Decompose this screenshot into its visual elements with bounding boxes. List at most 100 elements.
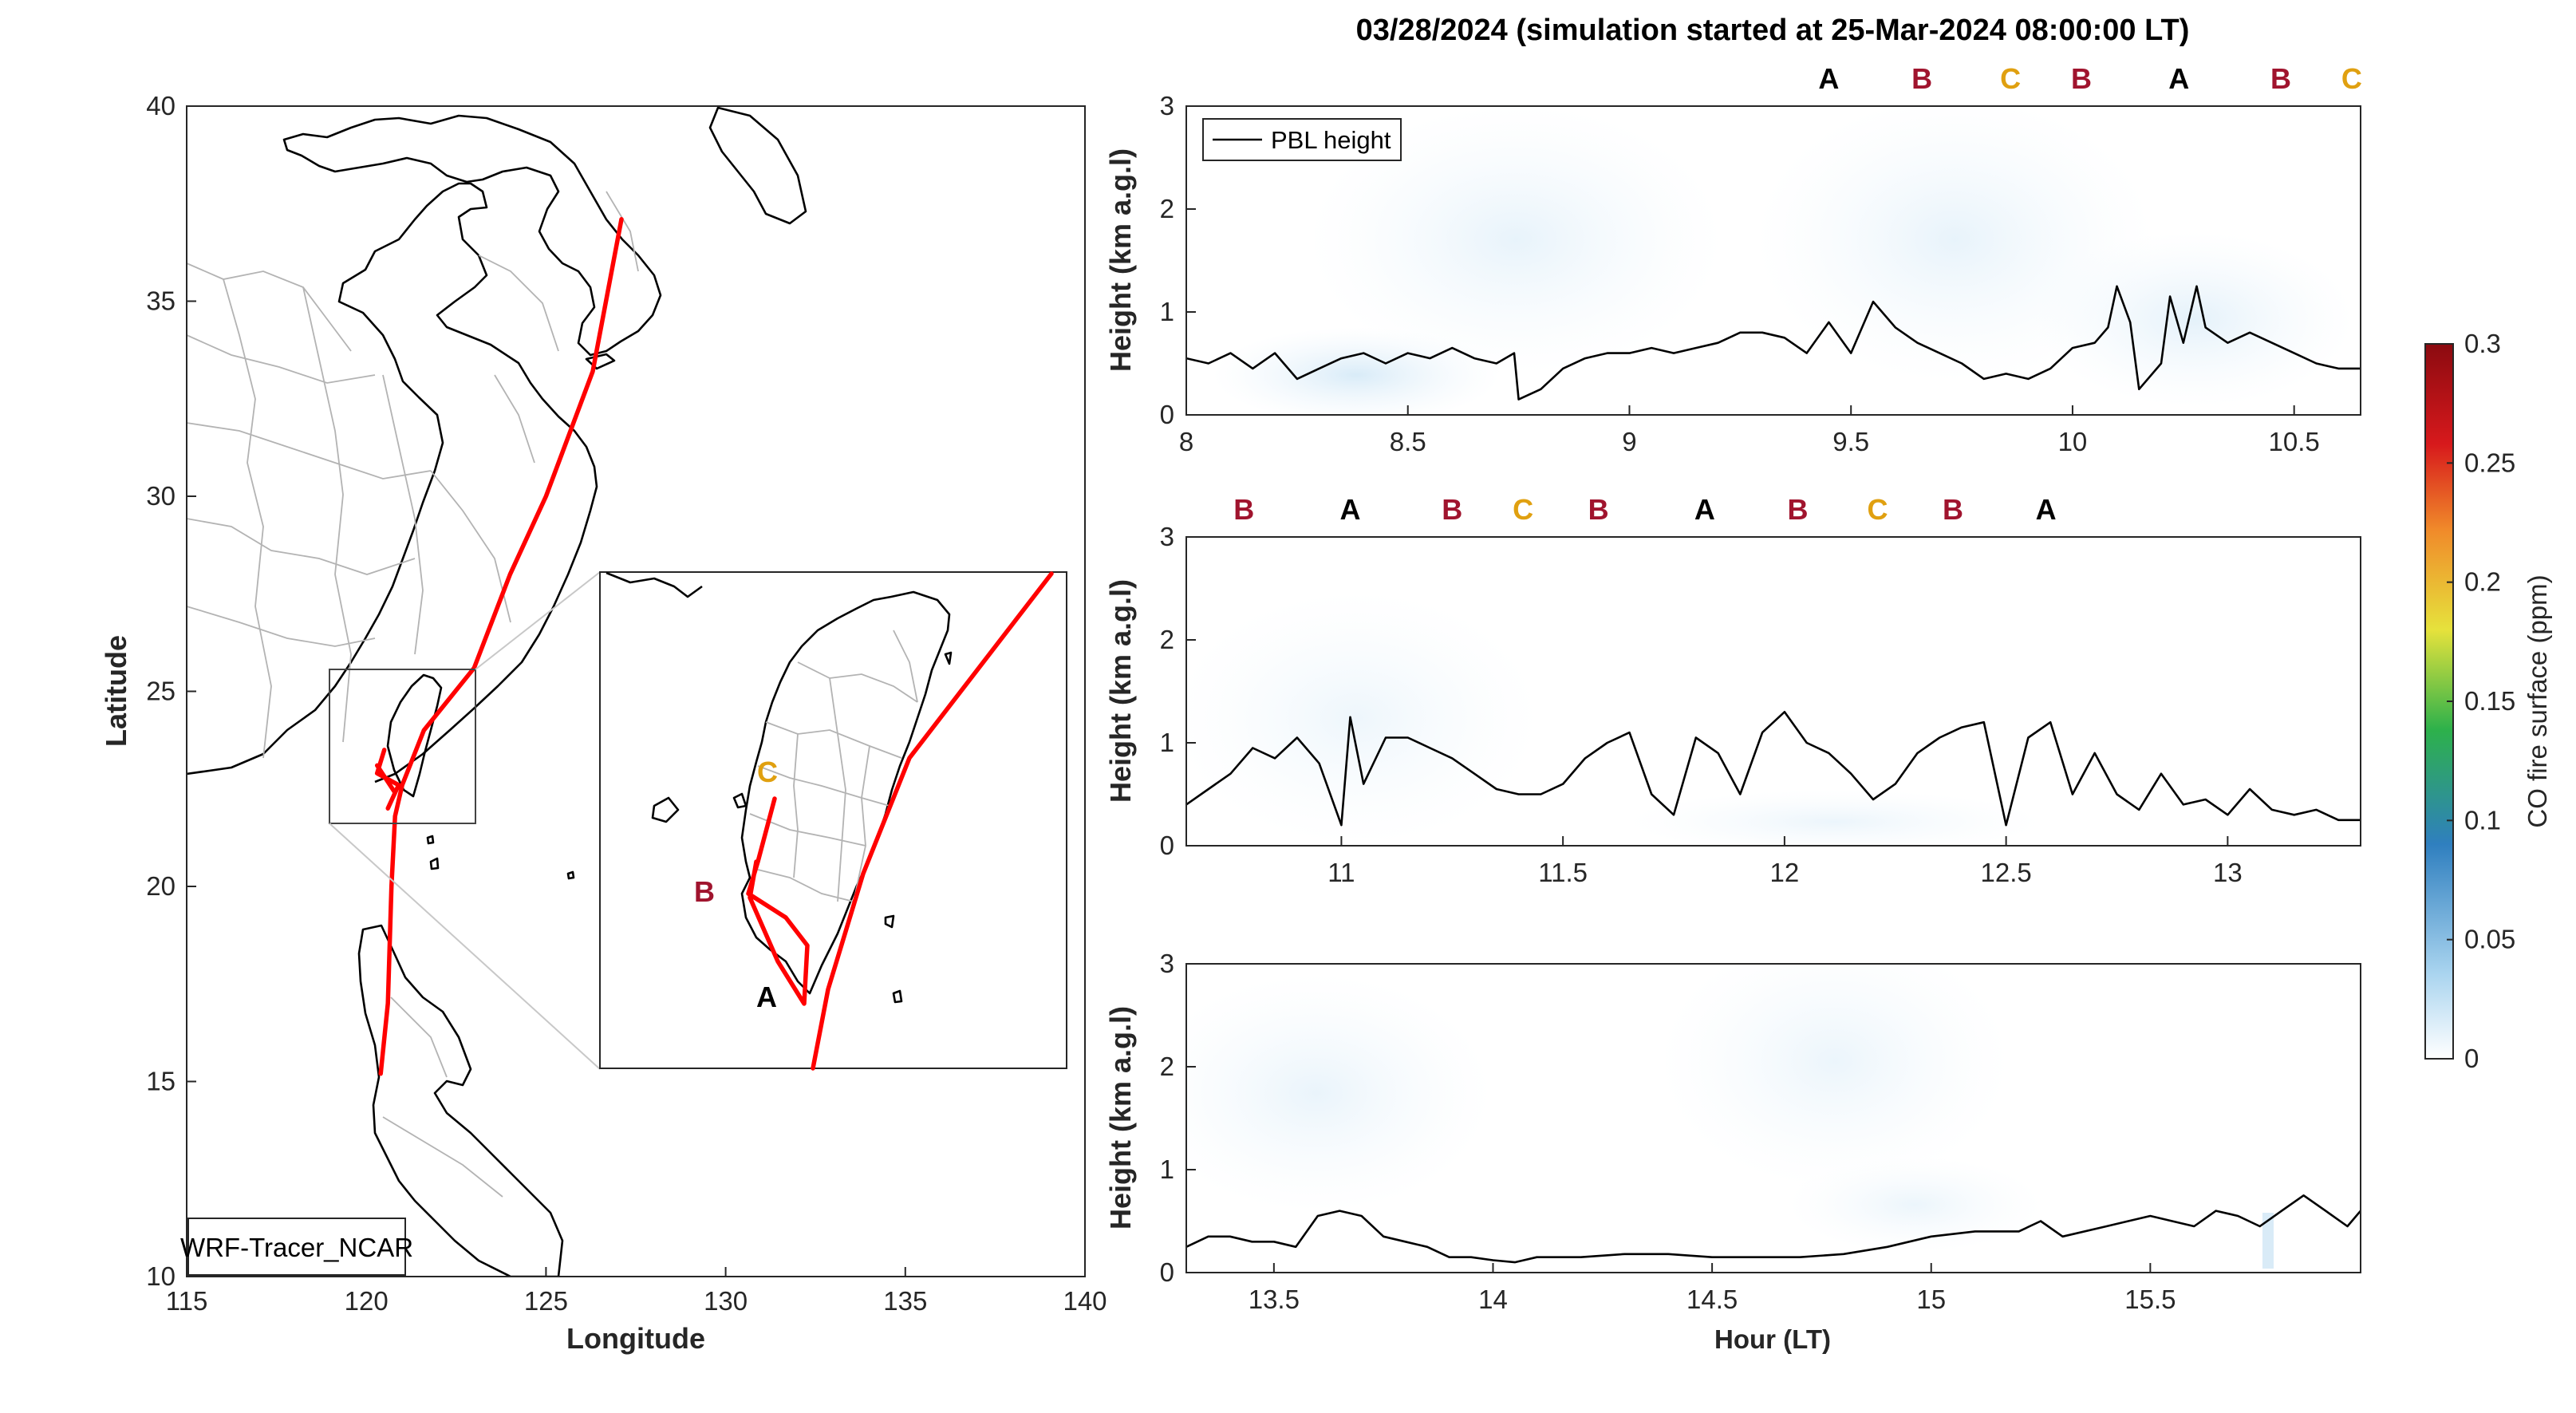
inset-coast-islands	[606, 571, 953, 1004]
panel-3-xlabel: Hour (LT)	[1714, 1324, 1831, 1354]
waypoint-label-c: C	[1513, 493, 1533, 526]
xtick-label: 10	[2058, 427, 2088, 456]
map-ytick-label: 30	[146, 481, 176, 511]
waypoint-label-c: C	[2341, 62, 2362, 95]
xtick-label: 15.5	[2124, 1285, 2176, 1314]
panel-2-xticks: 11 11.5 12 12.5 13	[1327, 836, 2243, 887]
inset-connector-top	[475, 571, 601, 670]
colorbar-tick-label: 0.25	[2464, 448, 2515, 477]
xtick-label: 9	[1622, 427, 1636, 456]
xtick-label: 14	[1478, 1285, 1508, 1314]
map-xtick-label: 135	[883, 1286, 927, 1316]
xtick-label: 14.5	[1686, 1285, 1738, 1314]
ytick-label: 0	[1160, 831, 1174, 860]
inset-label-a: A	[756, 981, 777, 1013]
ytick-label: 1	[1160, 297, 1174, 326]
panel-2-co-field	[1186, 590, 2361, 846]
map-track-loop	[374, 748, 401, 811]
inset-connector-bottom	[329, 823, 601, 1070]
map-xticks: 115 120 125 130 135 140	[166, 1267, 1107, 1316]
panel-2-frame	[1185, 536, 2361, 847]
waypoint-label-b: B	[2071, 62, 2092, 95]
panel-2-pbl-line	[1186, 711, 2361, 827]
xtick-label: 11.5	[1538, 858, 1588, 887]
ytick-label: 3	[1160, 522, 1174, 551]
map-ylabel: Latitude	[100, 635, 132, 747]
waypoint-label-a: A	[2036, 493, 2057, 526]
colorbar-tick-label: 0.05	[2464, 925, 2515, 954]
map-track-main	[378, 217, 624, 1076]
xtick-label: 8	[1179, 427, 1193, 456]
panel-3-yticks: 0 1 2 3	[1160, 949, 1196, 1287]
inset-locator-box	[329, 669, 476, 824]
inset-track-main	[811, 571, 1054, 1071]
time-height-panel-1: 8 8.5 9 9.5 10 10.5 0 1 2 3 A B C B A B C Height (km a…	[1104, 62, 2362, 456]
map-ytick-label: 10	[146, 1261, 176, 1291]
xtick-label: 12.5	[1981, 858, 2032, 887]
map-ytick-label: 25	[146, 677, 176, 706]
panel-3-xticks: 13.5 14 14.5 15 15.5	[1249, 1263, 2176, 1314]
waypoint-label-a: A	[1694, 493, 1715, 526]
waypoint-label-b: B	[1788, 493, 1809, 526]
xtick-label: 12	[1770, 858, 1800, 887]
xtick-label: 11	[1327, 858, 1355, 887]
panel-1-xticks: 8 8.5 9 9.5 10 10.5	[1179, 405, 2320, 456]
xtick-label: 9.5	[1832, 427, 1869, 456]
xtick-label: 15	[1916, 1285, 1946, 1314]
map-xtick-label: 120	[345, 1286, 389, 1316]
admin-boundaries	[187, 191, 639, 1198]
waypoint-label-c: C	[2000, 62, 2021, 95]
map-ytick-label: 40	[146, 91, 176, 120]
waypoint-label-a: A	[2168, 62, 2189, 95]
colorbar-tick-label: 0.2	[2464, 567, 2501, 597]
coastline-islands	[426, 353, 616, 880]
coastline-japan	[708, 106, 807, 225]
coastline-korea	[282, 114, 662, 357]
map-xtick-label: 115	[166, 1286, 208, 1316]
waypoint-label-a: A	[1340, 493, 1361, 526]
colorbar-label: CO fire surface (ppm)	[2523, 574, 2552, 827]
map-yticks: 10 15 20 25 30 35 40	[146, 91, 196, 1291]
colorbar-tick-label: 0.1	[2464, 805, 2501, 835]
coastline-philippines	[357, 924, 564, 1277]
xtick-label: 13.5	[1249, 1285, 1300, 1314]
waypoint-label-b: B	[2270, 62, 2291, 95]
ytick-label: 2	[1160, 194, 1174, 223]
waypoint-label-b: B	[1943, 493, 1963, 526]
map-basemap	[187, 106, 807, 1277]
map-ytick-label: 35	[146, 286, 176, 316]
waypoint-label-b: B	[1911, 62, 1932, 95]
map-xtick-label: 140	[1063, 1286, 1107, 1316]
ytick-label: 1	[1160, 1154, 1174, 1184]
colorbar-tick-label: 0	[2464, 1044, 2479, 1073]
waypoint-label-c: C	[1868, 493, 1888, 526]
colorbar: 0 0.05 0.1 0.15 0.2 0.25 0.3 CO fire surface (…	[2424, 329, 2552, 1073]
ytick-label: 0	[1160, 400, 1174, 429]
panel-3-pbl-line	[1186, 1194, 2361, 1264]
map-xtick-label: 130	[704, 1286, 748, 1316]
ytick-label: 0	[1160, 1257, 1174, 1287]
waypoint-label-a: A	[1818, 62, 1839, 95]
panel-3-frame	[1185, 963, 2361, 1273]
coastline-china	[187, 182, 598, 783]
colorbar-ticks: 0 0.05 0.1 0.15 0.2 0.25 0.3	[2447, 329, 2515, 1073]
waypoint-label-b: B	[1442, 493, 1462, 526]
colorbar-tick-label: 0.15	[2464, 686, 2515, 716]
pbl-legend-label: PBL height	[1271, 126, 1391, 154]
waypoint-label-b: B	[1233, 493, 1254, 526]
panel-1-ylabel: Height (km a.g.l)	[1104, 148, 1137, 372]
inset-label-b: B	[694, 875, 715, 908]
model-label: WRF-Tracer_NCAR	[180, 1233, 413, 1262]
map-xlabel: Longitude	[566, 1322, 705, 1355]
inset-map: C B A	[599, 571, 1067, 1071]
xtick-label: 13	[2213, 858, 2243, 887]
map-ytick-label: 15	[146, 1067, 176, 1096]
model-label-box	[187, 1218, 406, 1276]
panel-1-pbl-line	[1186, 285, 2361, 401]
inset-track-loop	[746, 796, 810, 1006]
